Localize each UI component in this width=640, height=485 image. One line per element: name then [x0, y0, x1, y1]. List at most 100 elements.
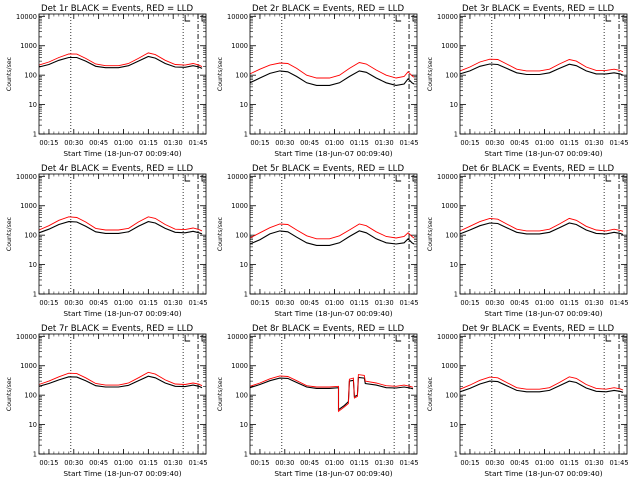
x-tick-label: 01:30: [585, 459, 604, 467]
y-tick-label: 1: [454, 451, 458, 459]
bracket-mark-right: [622, 15, 627, 22]
x-tick-label: 00:30: [64, 139, 83, 147]
x-tick-label: 00:30: [485, 139, 504, 147]
x-tick-label: 00:45: [89, 459, 108, 467]
plot-frame: [38, 333, 207, 455]
x-tick-label: 01:30: [585, 139, 604, 147]
x-tick-label: 01:15: [560, 299, 579, 307]
x-tick-label: 00:30: [64, 459, 83, 467]
series-line-events: [249, 376, 414, 411]
y-axis-label: Counts/sec: [217, 56, 224, 91]
bracket-mark: [605, 175, 612, 182]
x-tick-label: 01:00: [535, 299, 554, 307]
y-tick-label: 100: [445, 72, 458, 80]
y-tick-label: 100: [445, 232, 458, 240]
panel-6: Det 6r BLACK = Events, RED = LLD Counts/s…: [427, 164, 629, 318]
y-tick-label: 10000: [227, 173, 248, 181]
bracket-mark: [395, 175, 402, 182]
x-tick-label: 00:30: [64, 299, 83, 307]
y-tick-label: 10: [240, 261, 248, 269]
plot-frame: [249, 333, 418, 455]
y-tick-label: 1: [244, 291, 248, 299]
bracket-mark-right: [622, 175, 627, 182]
panel-title: Det 6r BLACK = Events, RED = LLD: [462, 164, 614, 174]
x-tick-label: 00:45: [300, 139, 319, 147]
y-tick-label: 10000: [16, 173, 37, 181]
x-tick-label: 00:15: [39, 459, 58, 467]
plot-frame: [249, 13, 418, 135]
y-tick-label: 100: [235, 232, 248, 240]
x-tick-label: 00:15: [250, 139, 269, 147]
x-axis-label: Start Time (18-Jun-07 00:09:40): [63, 469, 181, 478]
y-tick-label: 10000: [437, 173, 458, 181]
x-axis-label: Start Time (18-Jun-07 00:09:40): [274, 469, 392, 478]
x-tick-label: 01:00: [535, 139, 554, 147]
x-tick-label: 01:15: [350, 139, 369, 147]
bracket-mark-right: [412, 15, 417, 22]
y-tick-label: 10000: [437, 333, 458, 341]
y-axis-label: Counts/sec: [427, 56, 434, 91]
x-axis-label: Start Time (18-Jun-07 00:09:40): [63, 149, 181, 158]
x-tick-label: 00:45: [510, 459, 529, 467]
x-tick-label: 01:30: [585, 299, 604, 307]
x-tick-label: 00:15: [250, 299, 269, 307]
x-tick-label: 00:15: [460, 299, 479, 307]
series-line-events: [38, 221, 203, 235]
series-line-events: [459, 63, 624, 76]
x-axis-label: Start Time (18-Jun-07 00:09:40): [484, 309, 602, 318]
x-tick-label: 01:45: [189, 139, 208, 147]
x-tick-label: 00:45: [89, 299, 108, 307]
x-axis-label: Start Time (18-Jun-07 00:09:40): [484, 469, 602, 478]
y-tick-label: 1000: [231, 202, 248, 210]
x-axis-label: Start Time (18-Jun-07 00:09:40): [484, 149, 602, 158]
bracket-mark: [184, 15, 191, 22]
panel-8: Det 8r BLACK = Events, RED = LLD Counts/s…: [217, 324, 419, 478]
y-tick-label: 10000: [227, 13, 248, 21]
bracket-mark-right: [201, 335, 206, 342]
series-line-lld: [249, 62, 415, 79]
panel-title: Det 4r BLACK = Events, RED = LLD: [41, 164, 193, 174]
panel-title: Det 5r BLACK = Events, RED = LLD: [252, 164, 404, 174]
y-tick-label: 1: [454, 131, 458, 139]
x-axis-label: Start Time (18-Jun-07 00:09:40): [274, 149, 392, 158]
plot-frame: [459, 13, 628, 135]
x-tick-label: 01:45: [610, 139, 629, 147]
y-tick-label: 10: [450, 101, 458, 109]
x-tick-label: 00:15: [460, 459, 479, 467]
bracket-mark-right: [201, 15, 206, 22]
panel-title: Det 8r BLACK = Events, RED = LLD: [252, 324, 404, 334]
x-tick-label: 00:30: [485, 299, 504, 307]
y-tick-label: 1: [33, 291, 37, 299]
y-axis-label: Counts/sec: [427, 216, 434, 251]
panel-2: Det 2r BLACK = Events, RED = LLD Counts/s…: [217, 4, 419, 158]
series-line-lld: [38, 216, 203, 232]
series-line-lld: [459, 376, 624, 391]
y-axis-label: Counts/sec: [6, 376, 13, 411]
series-line-lld: [38, 371, 203, 387]
x-tick-label: 01:45: [400, 299, 419, 307]
y-tick-label: 100: [235, 392, 248, 400]
y-axis-label: Counts/sec: [6, 216, 13, 251]
panel-title: Det 2r BLACK = Events, RED = LLD: [252, 4, 404, 14]
panel-title: Det 3r BLACK = Events, RED = LLD: [462, 4, 614, 14]
y-tick-label: 1000: [20, 362, 37, 370]
x-tick-label: 01:15: [139, 299, 158, 307]
bracket-mark: [605, 335, 612, 342]
x-tick-label: 01:00: [535, 459, 554, 467]
plot-frame: [249, 173, 418, 295]
x-tick-label: 01:15: [560, 139, 579, 147]
panel-9: Det 9r BLACK = Events, RED = LLD Counts/s…: [427, 324, 629, 478]
series-line-events: [459, 380, 624, 393]
y-tick-label: 100: [24, 392, 37, 400]
x-tick-label: 00:15: [460, 139, 479, 147]
y-tick-label: 10: [29, 101, 37, 109]
x-tick-label: 01:30: [164, 299, 183, 307]
y-tick-label: 1: [33, 131, 37, 139]
x-axis-label: Start Time (18-Jun-07 00:09:40): [274, 309, 392, 318]
x-tick-label: 01:30: [375, 299, 394, 307]
y-tick-label: 1000: [20, 202, 37, 210]
y-tick-label: 10: [240, 101, 248, 109]
x-tick-label: 01:00: [325, 299, 344, 307]
x-tick-label: 01:00: [114, 139, 133, 147]
